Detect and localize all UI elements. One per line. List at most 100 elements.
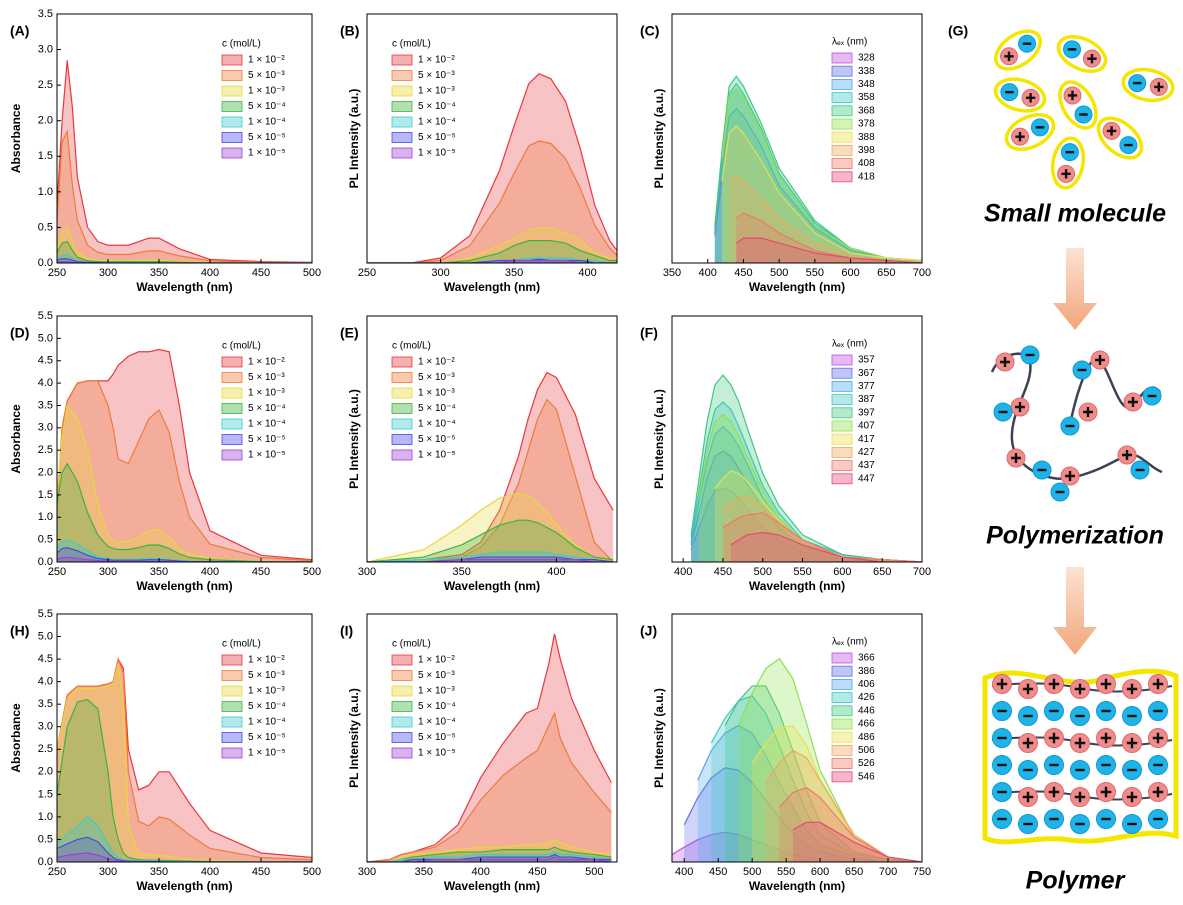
y-tick-label: 0.0 [38,556,53,568]
y-tick-label: 4.5 [38,355,53,367]
legend-entry: 447 [858,473,875,484]
area-line [367,73,617,263]
area-fill [765,750,922,862]
plus-sign [1048,786,1060,798]
legend-swatch [831,652,853,664]
plot-area [714,75,922,263]
area-fill [711,695,922,862]
legend-entry: 5 × 10⁻³ [418,70,455,81]
legend-swatch [221,716,243,728]
y-tick-label: 5.0 [38,332,53,344]
plot-frame [671,13,923,264]
plus-sign [1074,683,1086,695]
legend-entry: 1 × 10⁻³ [248,686,285,697]
plus-sign [1015,131,1025,142]
x-tick-label: 750 [913,866,931,878]
legend-swatch [221,356,243,368]
area-fill [792,822,922,862]
y-tick-label: 2.0 [38,466,53,478]
legend-entry: 486 [858,732,875,743]
y-tick-label: 5.5 [38,608,53,620]
y-tick-label: 1.5 [38,788,53,800]
plus-sign [1100,786,1112,798]
plot-frame [56,613,313,863]
plot-frame [56,315,313,563]
legend-swatch [831,367,853,379]
area-line [367,711,612,862]
legend-entry: 1 × 10⁻² [418,55,455,66]
legend-swatch [391,670,413,681]
area-line [367,851,612,862]
legend-title: λₑₓ (nm) [832,637,867,648]
stage-label: Polymer [1026,867,1126,895]
y-tick-label: 2.5 [38,79,53,91]
legend-entry: 1 × 10⁻⁴ [248,117,286,128]
panel-label: (B) [340,23,359,39]
x-tick-label: 450 [528,866,546,878]
legend-swatch [221,132,243,143]
plus-sign [1067,90,1078,101]
legend-swatch [391,732,413,743]
area-line [367,140,617,263]
legend-swatch [391,147,413,159]
legend-swatch [831,433,853,445]
area-line [367,846,612,862]
area-line [367,856,612,862]
legend-entry: 1 × 10⁻² [248,655,285,666]
area-line [690,487,922,562]
legend-entry: 426 [858,692,875,703]
legend-entry: 417 [858,434,875,445]
plot-area [367,73,617,263]
x-tick-label: 600 [833,566,851,578]
legend-swatch [831,158,853,170]
x-tick-label: 450 [714,566,732,578]
legend-entry: 1 × 10⁻⁵ [248,748,286,759]
x-tick-label: 600 [841,267,859,279]
x-tick-label: 450 [252,267,270,279]
y-tick-label: 3.5 [38,399,53,411]
plus-sign [1083,407,1093,417]
x-tick-label: 350 [505,267,523,279]
legend-entry: 546 [858,771,875,782]
area-line [57,258,312,263]
legend-entry: 5 × 10⁻⁵ [248,132,286,143]
plus-sign [1022,737,1034,749]
legend-entry: 358 [858,92,875,103]
legend-swatch [391,685,413,697]
legend-swatch [391,101,413,112]
y-tick-label: 1.5 [38,150,53,162]
y-tick-label: 4.5 [38,653,53,665]
legend-entry: 5 × 10⁻⁵ [418,732,456,743]
legend-entry: 1 × 10⁻² [418,357,455,368]
area-fill [729,175,922,263]
area-line [728,175,922,263]
x-tick-label: 350 [415,866,433,878]
x-tick-label: 300 [431,267,449,279]
legend-entry: 407 [858,421,875,432]
x-tick-label: 500 [303,866,321,878]
x-tick-label: 500 [303,566,321,578]
panel-label: (C) [640,23,659,39]
legend-entry: 5 × 10⁻³ [248,670,285,681]
area-fill [57,60,312,263]
legend-swatch [391,403,413,414]
legend-entry: 1 × 10⁻⁴ [418,419,456,430]
area-line [57,462,312,562]
legend-swatch [831,171,853,183]
legend-entry: 5 × 10⁻⁴ [418,701,456,712]
plot-area [672,657,922,862]
x-axis-label: Wavelength (nm) [136,280,232,294]
legend-title: c (mol/L) [392,341,431,352]
area-fill [722,88,922,263]
area-fill [724,685,922,862]
plus-sign [1122,450,1132,460]
plus-sign [1022,683,1034,695]
plot-area [57,348,312,562]
legend-title: c (mol/L) [222,341,261,352]
ion-pair [1056,35,1108,73]
legend-entry: 1 × 10⁻³ [418,686,455,697]
ion-pair [1058,80,1098,130]
area-line [367,371,614,562]
area-line [57,260,312,263]
legend-entry: 408 [858,158,875,169]
